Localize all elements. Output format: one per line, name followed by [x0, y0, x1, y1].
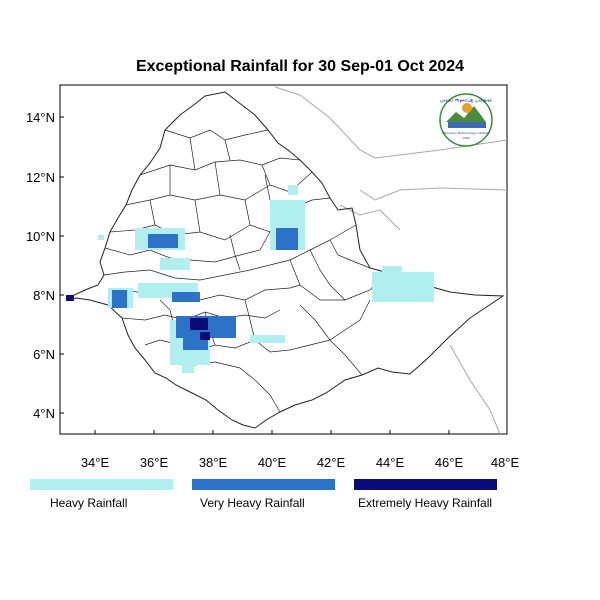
lat-tick-label: 14°N	[26, 110, 55, 125]
lon-tick-label: 48°E	[491, 455, 520, 470]
lon-tick-label: 42°E	[317, 455, 346, 470]
lat-tick-label: 12°N	[26, 170, 55, 185]
logo-year: 1980	[462, 136, 470, 140]
map-frame	[59, 84, 508, 435]
logo-text-bottom: Ethiopian Meteorology Institute	[442, 131, 489, 135]
ethiopia-outline	[66, 91, 505, 429]
map-title: Exceptional Rainfall for 30 Sep-01 Oct 2…	[135, 58, 465, 75]
legend-swatch-extremely-heavy	[354, 479, 497, 490]
lat-tick-label: 8°N	[33, 288, 55, 303]
lon-tick-label: 46°E	[435, 455, 464, 470]
lon-tick-labels: 34°E 36°E 38°E 40°E 42°E 44°E 46°E 48°E	[81, 455, 520, 470]
lon-tick-label: 34°E	[81, 455, 110, 470]
legend-label-very-heavy: Very Heavy Rainfall	[200, 496, 305, 510]
legend-swatch-heavy	[30, 479, 173, 490]
legend-label-heavy: Heavy Rainfall	[50, 496, 128, 510]
extremely-heavy-rainfall-areas	[66, 295, 210, 340]
lon-tick-label: 40°E	[258, 455, 287, 470]
lon-tick-label: 38°E	[199, 455, 228, 470]
logo-text-top: ኢትዮጵያ ሚቲዎሮሎጂ ኢንስቲትዩት	[440, 98, 493, 103]
neighbor-borders	[274, 86, 508, 435]
lat-tick-label: 4°N	[33, 406, 55, 421]
lon-tick-label: 44°E	[376, 455, 405, 470]
lat-tick-label: 10°N	[26, 229, 55, 244]
lat-tick-label: 6°N	[33, 347, 55, 362]
legend-swatch-very-heavy	[192, 479, 335, 490]
emi-logo: ኢትዮጵያ ሚቲዎሮሎጂ ኢንስቲትዩት Ethiopian Meteorolo…	[439, 93, 493, 147]
lat-tick-labels: 4°N 6°N 8°N 10°N 12°N 14°N	[26, 110, 55, 421]
lon-tick-label: 36°E	[140, 455, 169, 470]
legend-label-extremely-heavy: Extremely Heavy Rainfall	[358, 496, 493, 510]
axis-ticks	[60, 116, 508, 434]
